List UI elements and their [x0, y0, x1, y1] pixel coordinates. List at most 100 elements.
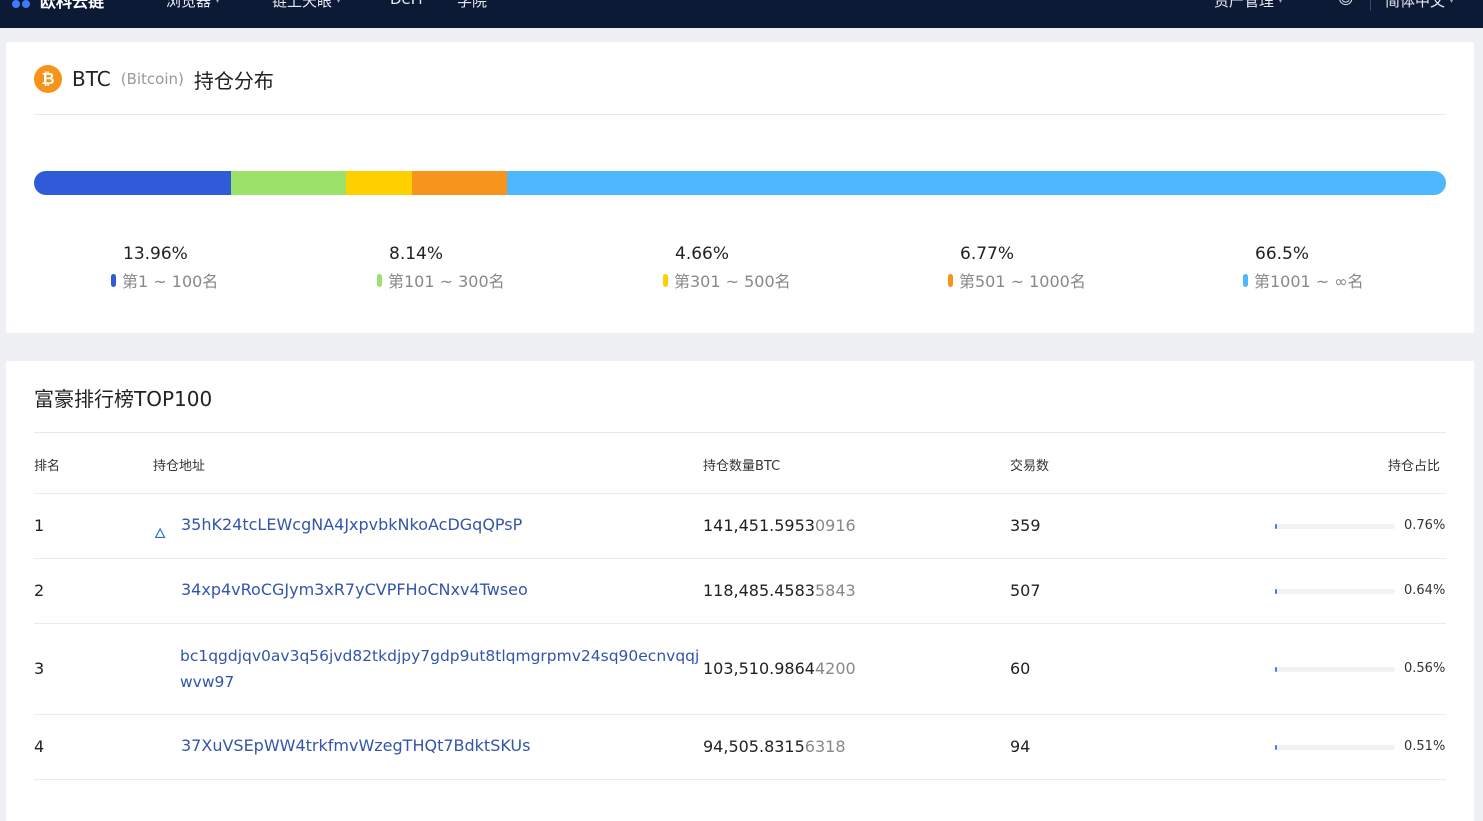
distribution-percent: 4.66% [675, 244, 730, 264]
nav-item-label: 学院 [457, 0, 488, 10]
share-progress-fill [1275, 589, 1277, 594]
amount-main: 118,485.4583 [703, 581, 815, 600]
address-link[interactable]: 37XuVSEpWW4trkfmvWzegTHQt7BdktSKUs [181, 736, 531, 755]
logo-text: 欧科云链 [40, 0, 105, 11]
address-link[interactable]: 35hK24tcLEWcgNA4JxpvbkNkoAcDGqQPsP [181, 515, 523, 534]
nav-item-browser[interactable]: 浏览器 ▾ [166, 0, 220, 11]
chevron-down-icon: ▾ [336, 0, 342, 6]
amount-tail: 4200 [814, 659, 856, 678]
column-header-address: 持仓地址 [153, 459, 206, 474]
column-header-txs: 交易数 [1010, 459, 1050, 474]
share-progress-bar [1275, 745, 1395, 750]
divider [34, 114, 1446, 115]
distribution-percent: 66.5% [1255, 244, 1310, 264]
rank-cell: 4 [34, 737, 45, 756]
share-progress-fill [1275, 667, 1277, 672]
logo[interactable]: 欧科云链 [12, 0, 104, 12]
share-percent: 0.76% [1404, 518, 1446, 533]
bitcoin-icon: ₿ [34, 65, 62, 93]
user-icon[interactable]: ☺ [1338, 0, 1354, 8]
amount-main: 103,510.9864 [703, 659, 815, 678]
distribution-legend-item: 8.14% 第101 ~ 300名 [377, 244, 505, 292]
nav-item-label: 浏览器 [166, 0, 212, 10]
language-label: 简体中文 [1385, 0, 1446, 10]
distribution-range-label: 第101 ~ 300名 [388, 272, 505, 291]
flame-icon: 🜂 [154, 526, 167, 542]
holding-distribution-panel: ₿ BTC (Bitcoin) 持仓分布 13.96% 第1 ~ 100名 8.… [6, 42, 1474, 333]
amount-cell: 103,510.98644200 [703, 659, 856, 678]
distribution-bar [34, 171, 1446, 195]
share-percent: 0.56% [1404, 661, 1446, 676]
logo-icon [12, 0, 32, 10]
column-header-share: 持仓占比 [1388, 459, 1441, 474]
nav-item-asset-management[interactable]: 资产管理 ▾ [1214, 0, 1283, 11]
share-progress-bar [1275, 524, 1395, 529]
coin-symbol: BTC [72, 67, 111, 91]
coin-name: (Bitcoin) [120, 70, 184, 88]
distribution-legend-item: 6.77% 第501 ~ 1000名 [948, 244, 1086, 292]
tx-count-cell: 94 [1010, 737, 1031, 756]
share-progress-bar [1275, 667, 1395, 672]
nav-item-label: DeFi [390, 0, 422, 8]
panel-title: 持仓分布 [193, 68, 274, 93]
nav-item-onchain-eye[interactable]: 链上天眼 ▾ [272, 0, 341, 11]
share-progress-fill [1275, 524, 1277, 529]
column-header-rank: 排名 [34, 459, 61, 474]
tx-count-cell: 507 [1010, 581, 1041, 600]
distribution-range-label: 第301 ~ 500名 [674, 272, 791, 291]
language-selector[interactable]: 简体中文 ▾ [1370, 0, 1454, 11]
distribution-percent: 6.77% [960, 244, 1015, 264]
distribution-percent: 13.96% [123, 244, 188, 264]
chevron-down-icon: ▾ [1449, 0, 1455, 6]
rich-list-title: 富豪排行榜TOP100 [34, 387, 213, 411]
distribution-segment [345, 171, 412, 195]
top-navbar: 欧科云链 浏览器▾ 链上天眼▾ DeFi 学院 资产管理▾ ☺ 简体中文▾ [0, 0, 1483, 28]
amount-main: 94,505.8315 [703, 737, 805, 756]
distribution-percent: 8.14% [389, 244, 444, 264]
distribution-range-label: 第1001 ~ ∞名 [1254, 272, 1364, 291]
table-row: 2 34xp4vRoCGJym3xR7yCVPFHoCNxv4Twseo 118… [34, 558, 1446, 623]
legend-marker [1243, 273, 1248, 287]
address-link[interactable]: bc1qgdjqv0av3q56jvd82tkdjpy7gdp9ut8tlqmg… [180, 647, 700, 691]
nav-item-academy[interactable]: 学院 [457, 0, 487, 11]
distribution-range-label: 第1 ~ 100名 [122, 272, 219, 291]
tx-count-cell: 60 [1010, 659, 1031, 678]
distribution-segment [411, 171, 508, 195]
legend-marker [377, 273, 382, 287]
share-progress-fill [1275, 745, 1277, 750]
legend-marker [663, 273, 668, 287]
amount-tail: 5843 [814, 581, 856, 600]
rank-cell: 1 [34, 516, 45, 535]
table-row: 1 🜂 35hK24tcLEWcgNA4JxpvbkNkoAcDGqQPsP 1… [34, 493, 1446, 558]
share-progress-bar [1275, 589, 1395, 594]
table-row: 3 bc1qgdjqv0av3q56jvd82tkdjpy7gdp9ut8tlq… [34, 623, 1446, 714]
nav-item-defi[interactable]: DeFi [390, 0, 422, 8]
amount-tail: 6318 [804, 737, 846, 756]
distribution-legend-item: 13.96% 第1 ~ 100名 [111, 244, 218, 292]
column-header-amount: 持仓数量BTC [703, 459, 781, 474]
amount-cell: 118,485.45835843 [703, 581, 856, 600]
divider [34, 432, 1446, 433]
panel-header: ₿ BTC (Bitcoin) 持仓分布 [34, 64, 274, 94]
amount-tail: 0916 [814, 516, 856, 535]
tx-count-cell: 359 [1010, 516, 1041, 535]
address-link[interactable]: 34xp4vRoCGJym3xR7yCVPFHoCNxv4Twseo [181, 580, 528, 599]
distribution-segment [34, 171, 232, 195]
amount-main: 141,451.5953 [703, 516, 815, 535]
legend-marker [111, 273, 116, 287]
rich-list-panel: 富豪排行榜TOP100 排名 持仓地址 持仓数量BTC 交易数 持仓占比 1 🜂… [6, 361, 1474, 821]
distribution-range-label: 第501 ~ 1000名 [959, 272, 1086, 291]
share-percent: 0.64% [1404, 583, 1446, 598]
table-row [34, 779, 1446, 820]
share-percent: 0.51% [1404, 739, 1446, 754]
distribution-segment [231, 171, 346, 195]
distribution-legend-item: 66.5% 第1001 ~ ∞名 [1243, 244, 1364, 292]
legend-marker [948, 273, 953, 287]
nav-item-label: 资产管理 [1214, 0, 1275, 10]
amount-cell: 141,451.59530916 [703, 516, 856, 535]
table-row: 4 37XuVSEpWW4trkfmvWzegTHQt7BdktSKUs 94,… [34, 714, 1446, 779]
distribution-legend-item: 4.66% 第301 ~ 500名 [663, 244, 791, 292]
amount-cell: 94,505.83156318 [703, 737, 846, 756]
rank-cell: 2 [34, 581, 45, 600]
distribution-segment [507, 171, 1446, 195]
